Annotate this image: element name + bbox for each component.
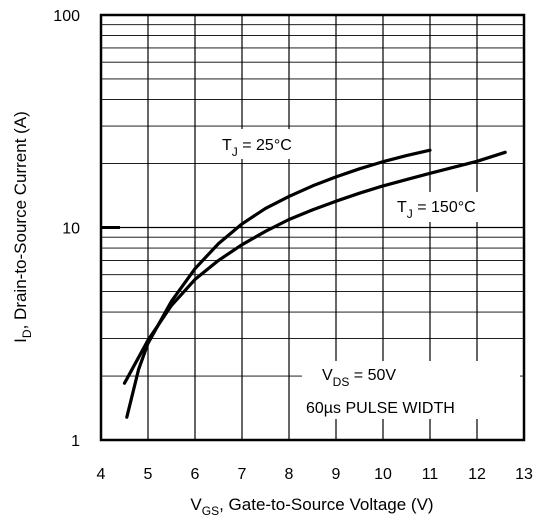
x-tick-label: 7 <box>238 466 247 483</box>
x-tick-label: 9 <box>332 466 341 483</box>
series-layer <box>122 148 507 419</box>
x-tick-label: 5 <box>144 466 153 483</box>
x-tick-label: 11 <box>422 466 439 483</box>
annotation-bg <box>302 361 520 419</box>
x-tick-label: 4 <box>97 466 106 483</box>
tick-labels: 4 5 6 7 8 9 10 11 12 13 1 10 100 <box>53 8 533 483</box>
x-tick-label: 10 <box>374 466 392 483</box>
series-line-tj-150c <box>122 150 507 385</box>
series-label-bg-150c <box>393 192 509 222</box>
x-tick-label: 12 <box>468 466 486 483</box>
annotation-pulse-width: 60µs PULSE WIDTH <box>306 400 455 417</box>
y-axis-label: ID, Drain-to-Source Current (A) <box>11 111 34 343</box>
series-label-150c: TJ = 150°C <box>397 199 476 221</box>
annotation-vds: VDS = 50V <box>322 367 396 389</box>
x-axis-label: VGS, Gate-to-Source Voltage (V) <box>190 495 433 518</box>
y-tick-label: 10 <box>62 221 80 238</box>
x-tick-label: 6 <box>191 466 200 483</box>
y-tick-label: 100 <box>53 8 80 25</box>
y-tick-label: 1 <box>71 433 80 450</box>
grid-minor <box>101 24 524 377</box>
x-tick-label: 13 <box>515 466 533 483</box>
series-label-25c: TJ = 25°C <box>222 137 292 159</box>
x-tick-label: 8 <box>285 466 294 483</box>
series-label-bg-25c <box>218 129 326 159</box>
